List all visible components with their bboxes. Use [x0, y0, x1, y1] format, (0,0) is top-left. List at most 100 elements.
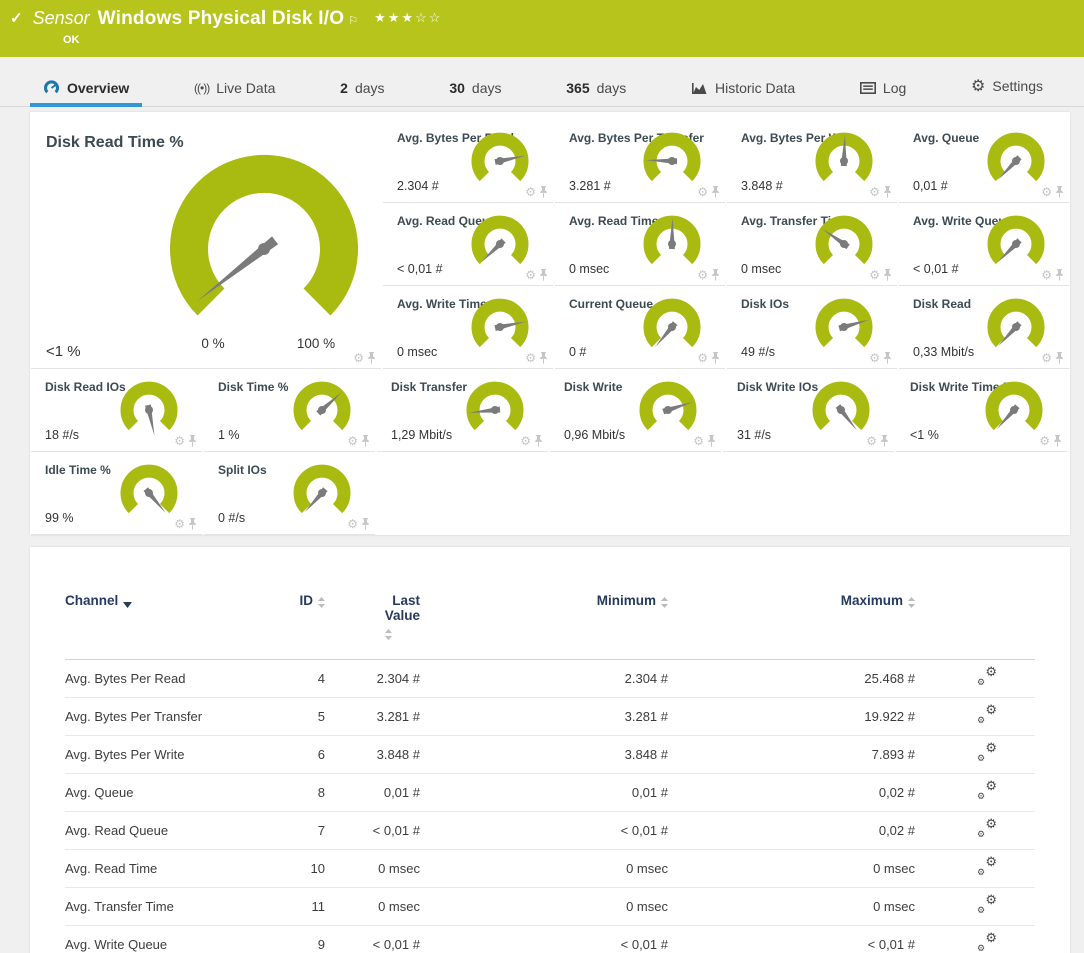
main-gauge-cell-disk-read-time[interactable]: Disk Read Time % 0 % 100 % <1 % ⚙	[31, 120, 381, 369]
gauge-dial	[643, 215, 701, 278]
gauge-cell-disk-write-ios[interactable]: Disk Write IOs31 #/s⚙	[723, 369, 894, 452]
gauge-pin-icon[interactable]	[534, 435, 543, 447]
gauge-gear-icon[interactable]: ⚙	[1041, 352, 1052, 364]
gauge-gear-icon[interactable]: ⚙	[174, 435, 185, 447]
gauge-pin-icon[interactable]	[1053, 435, 1062, 447]
table-row: Avg. Queue80,01 #0,01 #0,02 #⚙⚙	[65, 774, 1035, 812]
channel-settings-icon[interactable]: ⚙⚙	[977, 705, 997, 725]
gauge-dial	[815, 298, 873, 361]
gauge-cell-disk-read[interactable]: Disk Read0,33 Mbit/s⚙	[899, 286, 1069, 369]
gauge-gear-icon[interactable]: ⚙	[520, 435, 531, 447]
column-header-minimum[interactable]: Minimum	[420, 593, 668, 660]
gauge-gear-icon[interactable]: ⚙	[693, 435, 704, 447]
sort-arrows-icon	[318, 596, 325, 611]
gauge-actions: ⚙	[869, 186, 892, 198]
gauge-pin-icon[interactable]	[1055, 352, 1064, 364]
gauge-pin-icon[interactable]	[707, 435, 716, 447]
gauge-pin-icon[interactable]	[883, 352, 892, 364]
gauge-cell-disk-time[interactable]: Disk Time %1 %⚙	[204, 369, 375, 452]
tab-live-data[interactable]: ((•))Live Data	[181, 71, 288, 107]
gauge-gear-icon[interactable]: ⚙	[525, 186, 536, 198]
tab-historic-data[interactable]: Historic Data	[678, 71, 808, 107]
gauge-gear-icon[interactable]: ⚙	[525, 352, 536, 364]
gauge-pin-icon[interactable]	[361, 435, 370, 447]
table-row: Avg. Read Time100 msec0 msec0 msec⚙⚙	[65, 850, 1035, 888]
gauge-gear-icon[interactable]: ⚙	[347, 435, 358, 447]
column-header-maximum[interactable]: Maximum	[668, 593, 915, 660]
rating-stars[interactable]: ★★★☆☆	[374, 10, 442, 26]
gauge-cell-avg-write-time[interactable]: Avg. Write Time0 msec⚙	[383, 286, 553, 369]
gauge-pin-icon[interactable]	[883, 186, 892, 198]
gauge-pin-icon[interactable]	[539, 186, 548, 198]
channel-settings-icon[interactable]: ⚙⚙	[977, 933, 997, 953]
channel-settings-icon[interactable]: ⚙⚙	[977, 819, 997, 839]
tab-overview[interactable]: Overview	[30, 71, 142, 107]
gauge-pin-icon[interactable]	[883, 269, 892, 281]
gauge-dial	[120, 381, 178, 444]
gauge-gear-icon[interactable]: ⚙	[697, 352, 708, 364]
channel-settings-icon[interactable]: ⚙⚙	[977, 667, 997, 687]
gauge-cell-avg-bytes-per-write[interactable]: Avg. Bytes Per Write3.848 #⚙	[727, 120, 897, 203]
cell-max: 0 msec	[668, 888, 915, 926]
gauge-value: 0 msec	[569, 262, 609, 276]
gauge-gear-icon[interactable]: ⚙	[866, 435, 877, 447]
gauge-pin-icon[interactable]	[367, 352, 376, 364]
gauge-cell-avg-queue[interactable]: Avg. Queue0,01 #⚙	[899, 120, 1069, 203]
channel-settings-icon[interactable]: ⚙⚙	[977, 781, 997, 801]
gauge-actions: ⚙	[869, 352, 892, 364]
gauge-pin-icon[interactable]	[711, 352, 720, 364]
flag-icon[interactable]: ⚐	[348, 14, 358, 27]
gauge-gear-icon[interactable]: ⚙	[353, 352, 364, 364]
gauge-cell-disk-ios[interactable]: Disk IOs49 #/s⚙	[727, 286, 897, 369]
gauge-cell-avg-write-queue[interactable]: Avg. Write Queue< 0,01 #⚙	[899, 203, 1069, 286]
tab-365-days[interactable]: 365days	[553, 71, 639, 107]
tab-30-days[interactable]: 30days	[436, 71, 514, 107]
tab-2-days[interactable]: 2days	[327, 71, 397, 107]
gauge-gear-icon[interactable]: ⚙	[1039, 435, 1050, 447]
gauge-pin-icon[interactable]	[711, 269, 720, 281]
channel-settings-icon[interactable]: ⚙⚙	[977, 895, 997, 915]
gauge-cell-avg-transfer-time[interactable]: Avg. Transfer Time0 msec⚙	[727, 203, 897, 286]
tab-settings[interactable]: ⚙Settings	[958, 67, 1056, 107]
gauge-cell-disk-write-time[interactable]: Disk Write Time %<1 %⚙	[896, 369, 1067, 452]
gauge-gear-icon[interactable]: ⚙	[1041, 269, 1052, 281]
channel-settings-icon[interactable]: ⚙⚙	[977, 857, 997, 877]
gauge-cell-avg-read-queue[interactable]: Avg. Read Queue< 0,01 #⚙	[383, 203, 553, 286]
gauge-gear-icon[interactable]: ⚙	[697, 186, 708, 198]
gauge-gear-icon[interactable]: ⚙	[697, 269, 708, 281]
channel-settings-icon[interactable]: ⚙⚙	[977, 743, 997, 763]
gauge-pin-icon[interactable]	[711, 186, 720, 198]
gauge-pin-icon[interactable]	[1055, 269, 1064, 281]
gauge-cell-avg-bytes-per-transfer[interactable]: Avg. Bytes Per Transfer3.281 #⚙	[555, 120, 725, 203]
gauge-gear-icon[interactable]: ⚙	[869, 186, 880, 198]
gauge-pin-icon[interactable]	[880, 435, 889, 447]
column-header-id[interactable]: ID	[290, 593, 325, 660]
gauge-cell-avg-read-time[interactable]: Avg. Read Time0 msec⚙	[555, 203, 725, 286]
gauge-pin-icon[interactable]	[188, 518, 197, 530]
gauge-pin-icon[interactable]	[539, 352, 548, 364]
gauge-gear-icon[interactable]: ⚙	[347, 518, 358, 530]
tab-log[interactable]: Log	[847, 71, 919, 107]
gauge-pin-icon[interactable]	[361, 518, 370, 530]
gauge-cell-idle-time[interactable]: Idle Time %99 %⚙	[31, 452, 202, 535]
gauge-pin-icon[interactable]	[1055, 186, 1064, 198]
gauge-cell-avg-bytes-per-read[interactable]: Avg. Bytes Per Read2.304 #⚙	[383, 120, 553, 203]
gauge-gear-icon[interactable]: ⚙	[869, 269, 880, 281]
gauge-cell-disk-transfer[interactable]: Disk Transfer1,29 Mbit/s⚙	[377, 369, 548, 452]
gauge-pin-icon[interactable]	[188, 435, 197, 447]
gauge-gear-icon[interactable]: ⚙	[525, 269, 536, 281]
gauge-cell-split-ios[interactable]: Split IOs0 #/s⚙	[204, 452, 375, 535]
gauge-gear-icon[interactable]: ⚙	[869, 352, 880, 364]
gauge-actions: ⚙	[174, 435, 197, 447]
gauge-pin-icon[interactable]	[539, 269, 548, 281]
gauge-gear-icon[interactable]: ⚙	[174, 518, 185, 530]
table-row: Avg. Read Queue7< 0,01 #< 0,01 #0,02 #⚙⚙	[65, 812, 1035, 850]
column-header-last-value[interactable]: Last Value	[325, 593, 420, 660]
gauge-cell-current-queue[interactable]: Current Queue0 #⚙	[555, 286, 725, 369]
gauge-gear-icon[interactable]: ⚙	[1041, 186, 1052, 198]
gauge-cell-disk-read-ios[interactable]: Disk Read IOs18 #/s⚙	[31, 369, 202, 452]
column-header-channel[interactable]: Channel	[65, 593, 290, 660]
table-row: Avg. Bytes Per Read42.304 #2.304 #25.468…	[65, 660, 1035, 698]
gauge-dial	[643, 298, 701, 361]
gauge-cell-disk-write[interactable]: Disk Write0,96 Mbit/s⚙	[550, 369, 721, 452]
